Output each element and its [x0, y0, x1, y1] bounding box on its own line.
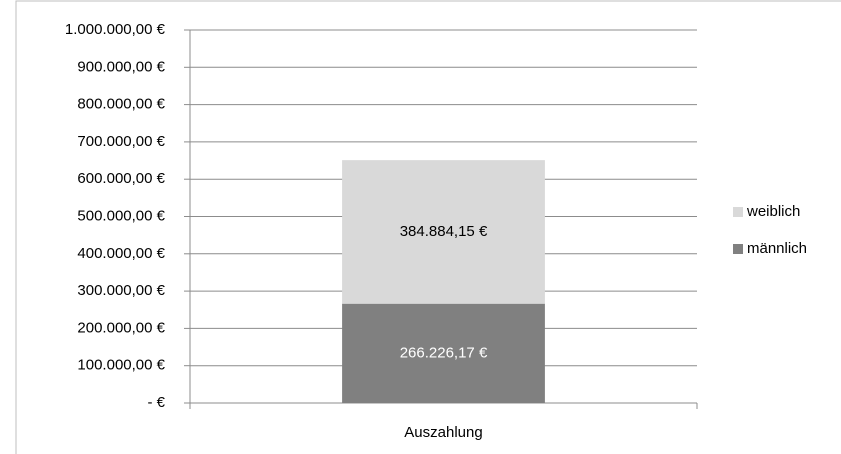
chart-border	[15, 0, 841, 454]
y-tick-label: 800.000,00 €	[77, 96, 165, 113]
y-tick-label: 900.000,00 €	[77, 58, 165, 75]
y-tick-label: 700.000,00 €	[77, 133, 165, 150]
data-label: 384.884,15 €	[400, 223, 488, 240]
data-label: 266.226,17 €	[400, 344, 488, 361]
y-tick-label: 1.000.000,00 €	[65, 21, 166, 38]
y-tick-label: 200.000,00 €	[77, 319, 165, 336]
bar-segment	[342, 303, 545, 403]
legend-swatch	[733, 207, 743, 217]
legend-label: weiblich	[746, 203, 800, 220]
y-tick-label: 100.000,00 €	[77, 357, 165, 374]
y-tick-label: 400.000,00 €	[77, 245, 165, 262]
y-tick-label: 600.000,00 €	[77, 170, 165, 187]
x-tick-label: Auszahlung	[404, 424, 482, 441]
y-tick-label: 300.000,00 €	[77, 282, 165, 299]
y-tick-label: - €	[147, 394, 165, 411]
legend-label: männlich	[747, 240, 807, 257]
legend-swatch	[733, 244, 743, 254]
y-tick-label: 500.000,00 €	[77, 207, 165, 224]
bar-segment	[342, 160, 545, 304]
